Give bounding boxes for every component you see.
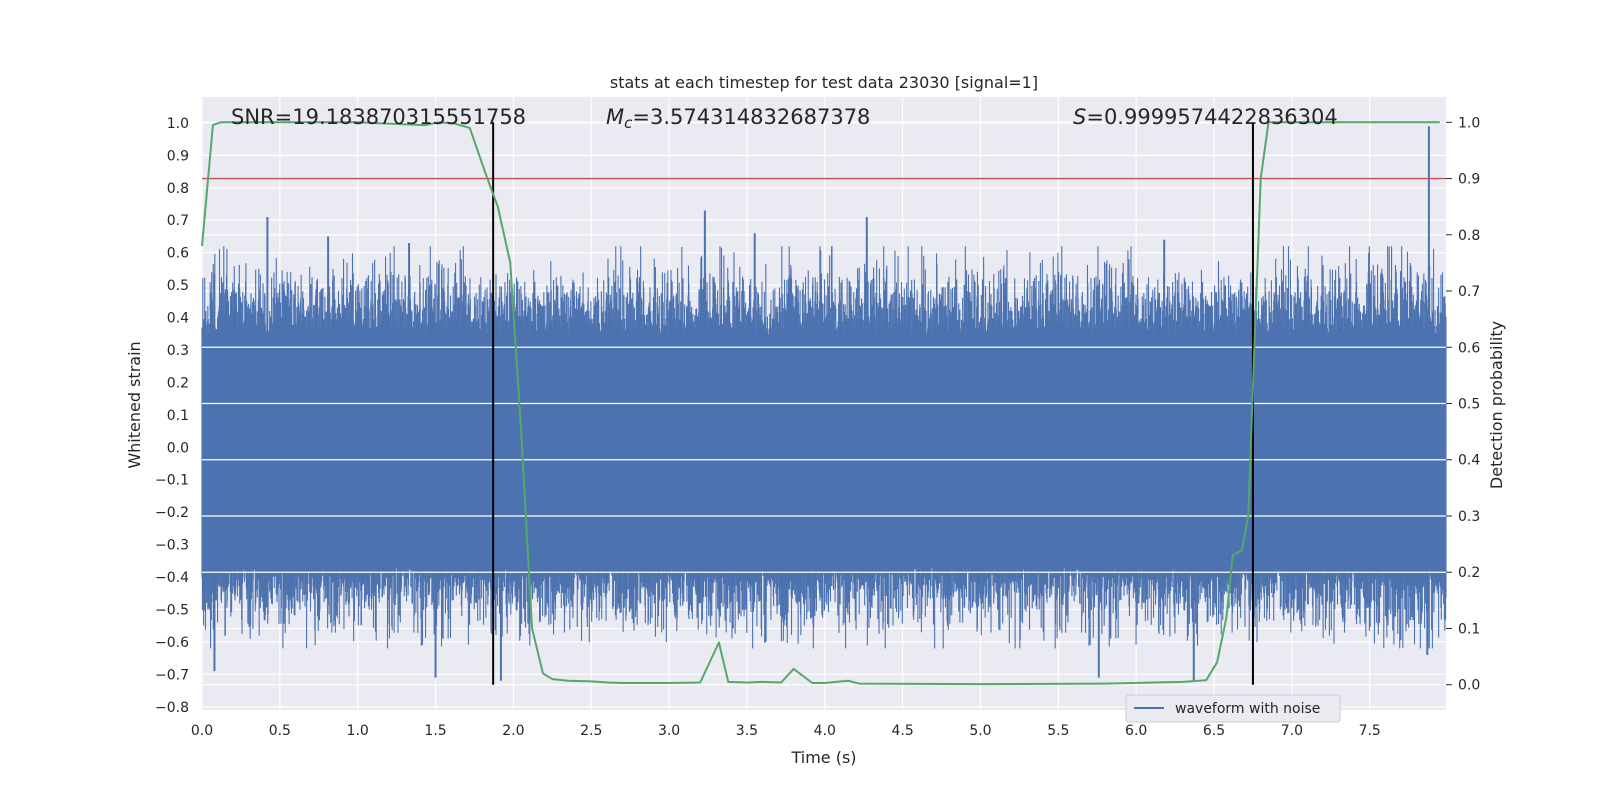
x-tick-label: 7.5 [1359, 723, 1381, 739]
y2-tick-labels: 1.0 0.9 0.8 0.7 0.6 0.5 0.4 0.3 0.2 0.1 0.0 [1458, 115, 1480, 693]
snr-annotation: SNR=19.183870315551758 [231, 105, 526, 129]
y2-tick-label: 0.2 [1458, 565, 1480, 581]
probability-line [201, 121, 1440, 686]
x-tick-label: 1.5 [424, 723, 446, 739]
y2-tick-label: 0.5 [1458, 397, 1480, 413]
y2-tick-label: 0.0 [1458, 678, 1480, 694]
y2-tick-label: 1.0 [1458, 115, 1480, 131]
y-tick-label: 0.9 [167, 148, 189, 164]
x-tick-label: 0.5 [269, 723, 291, 739]
y-tick-label: 0.2 [167, 375, 189, 391]
x-tick-label: 2.5 [580, 723, 602, 739]
y-tick-label: −0.6 [155, 635, 189, 651]
s-value: =0.9999574422836304 [1086, 105, 1337, 129]
x-tick-label: 6.0 [1125, 723, 1147, 739]
legend-entry-waveform: waveform with noise [1175, 701, 1320, 717]
mc-value: =3.574314832687378 [632, 105, 870, 129]
probability-series [201, 121, 1440, 686]
x-tick-label: 2.0 [502, 723, 524, 739]
y2-tick-label: 0.8 [1458, 228, 1480, 244]
waveform-series [201, 126, 1447, 681]
score-annotation: S=0.9999574422836304 [1073, 105, 1338, 129]
y-tick-label: 0.5 [167, 278, 189, 294]
y-tick-labels: 1.0 0.9 0.8 0.7 0.6 0.5 0.4 0.3 0.2 0.1 0.0 −0.1 −0.… [155, 116, 189, 716]
y2-tick-label: 0.7 [1458, 284, 1480, 300]
x-tick-label: 4.5 [891, 723, 913, 739]
y-axis-label: Whitened strain [125, 341, 144, 468]
x-tick-label: 5.0 [969, 723, 991, 739]
mc-symbol: M [606, 105, 624, 129]
y-tick-label: 0.7 [167, 213, 189, 229]
chart-title: stats at each timestep for test data 230… [610, 73, 1038, 92]
y-tick-label: −0.4 [155, 570, 189, 586]
y-tick-label: −0.2 [155, 505, 189, 521]
y-tick-label: −0.8 [155, 700, 189, 716]
y2-tick-label: 0.9 [1458, 172, 1480, 188]
y2-tick-label: 0.1 [1458, 621, 1480, 637]
x-tick-labels: 0.0 0.5 1.0 1.5 2.0 2.5 3.0 3.5 4.0 4.5 5.0 5.5 6.0 6… [191, 723, 1381, 739]
y-tick-label: −0.1 [155, 473, 189, 489]
y2-axis-label: Detection probability [1487, 321, 1506, 489]
y2-tick-label: 0.4 [1458, 453, 1480, 469]
x-tick-label: 0.0 [191, 723, 213, 739]
x-tick-label: 4.0 [814, 723, 836, 739]
y-tick-label: 0.0 [167, 440, 189, 456]
legend: waveform with noise [1125, 694, 1341, 723]
s-symbol: S [1073, 105, 1086, 129]
x-tick-label: 3.0 [658, 723, 680, 739]
y-tick-label: −0.7 [155, 667, 189, 683]
x-tick-label: 1.0 [347, 723, 369, 739]
y-tick-label: −0.5 [155, 602, 189, 618]
x-tick-label: 3.5 [736, 723, 758, 739]
x-tick-label: 5.5 [1047, 723, 1069, 739]
mc-subscript: c [624, 114, 633, 132]
y-tick-label: 0.8 [167, 181, 189, 197]
y-tick-label: 0.3 [167, 343, 189, 359]
y-tick-label: 1.0 [167, 116, 189, 132]
chirp-mass-annotation: Mc=3.574314832687378 [606, 105, 870, 132]
x-axis-label: Time (s) [790, 748, 856, 767]
y-tick-label: −0.3 [155, 538, 189, 554]
y-tick-label: 0.4 [167, 311, 189, 327]
y-tick-label: 0.1 [167, 408, 189, 424]
x-tick-label: 7.0 [1281, 723, 1303, 739]
y2-tick-label: 0.6 [1458, 340, 1480, 356]
legend-box [1125, 694, 1341, 723]
x-tick-label: 6.5 [1203, 723, 1225, 739]
y-tick-label: 0.6 [167, 246, 189, 262]
waveform-core-band [202, 343, 1446, 558]
y2-tick-label: 0.3 [1458, 509, 1480, 525]
